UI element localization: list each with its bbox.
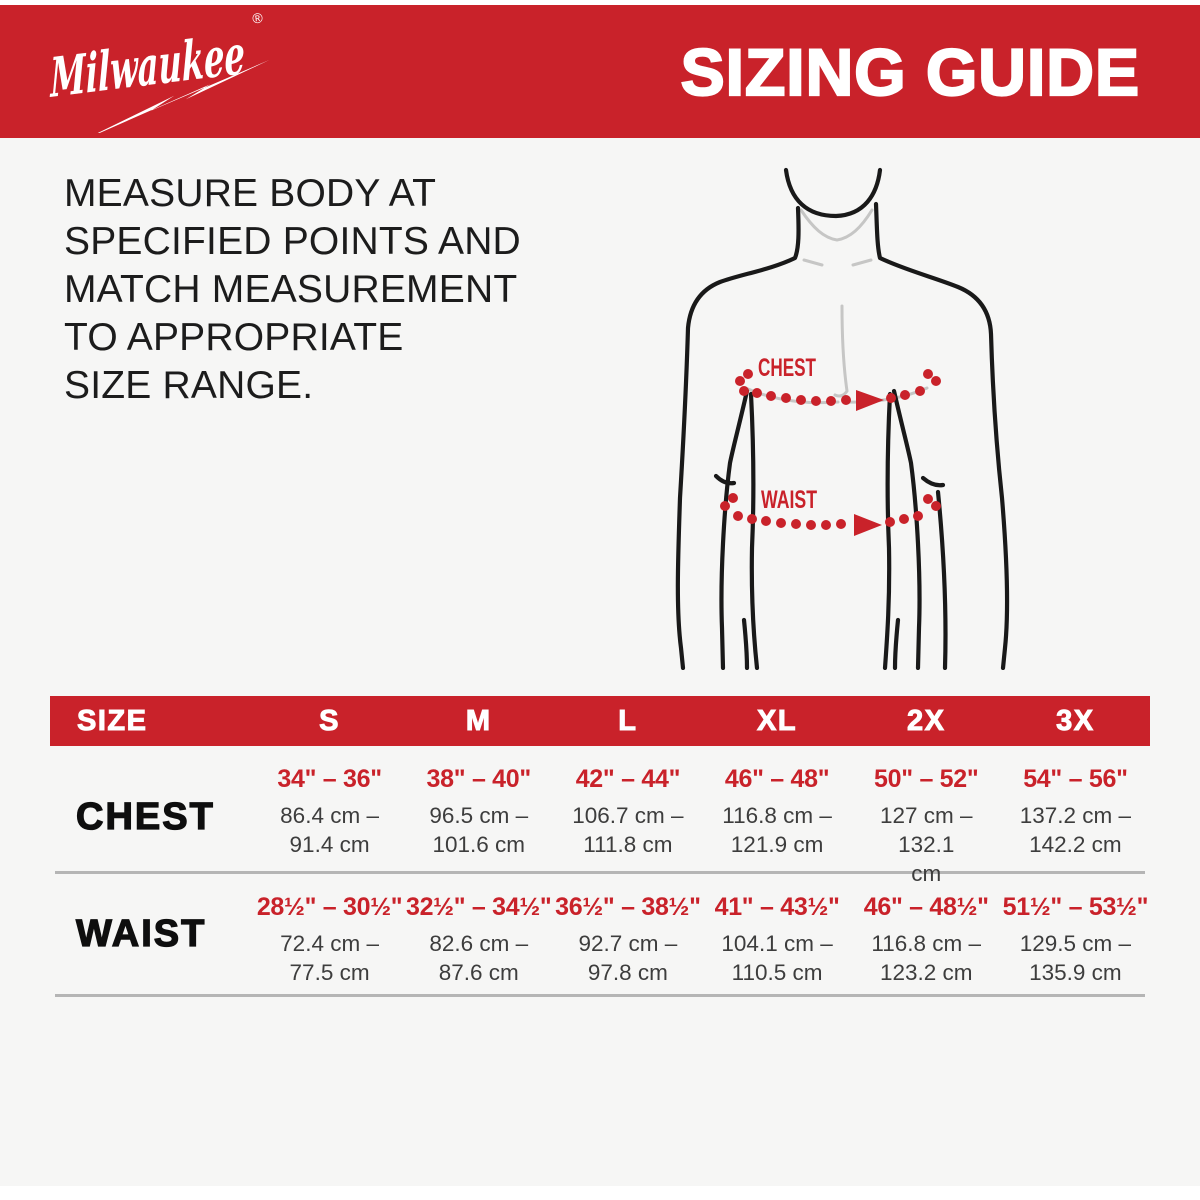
cm-range: 96.5 cm –: [429, 803, 529, 828]
table-header-2x: 2X: [906, 704, 946, 737]
size-table-header: SIZE S M L XL 2X 3X: [50, 696, 1150, 746]
waist-cell-m: 32½" – 34½" 82.6 cm – 87.6 cm: [404, 874, 553, 994]
chest-cell-m: 38" – 40" 96.5 cm – 101.6 cm: [404, 746, 553, 888]
inch-range: 38" – 40": [426, 765, 532, 793]
milwaukee-logo: Milwaukee ®: [49, 9, 270, 133]
waist-arrow-icon: [854, 514, 882, 536]
cm-range: 91.4 cm: [289, 832, 370, 857]
instruction-line: TO APPROPRIATE: [64, 316, 404, 359]
cm-range: 101.6 cm: [432, 832, 526, 857]
cm-range: 111.8 cm: [583, 832, 673, 857]
cm-range: 129.5 cm –: [1019, 931, 1132, 956]
table-header-l: L: [618, 704, 638, 737]
waist-cell-3x: 51½" – 53½" 129.5 cm – 135.9 cm: [1001, 874, 1150, 994]
instruction-line: SIZE RANGE.: [64, 364, 314, 407]
row-divider: [55, 994, 1145, 997]
cm-range: 135.9 cm: [1029, 960, 1122, 985]
instruction-line: SPECIFIED POINTS AND: [64, 220, 521, 263]
waist-cell-l: 36½" – 38½" 92.7 cm – 97.8 cm: [553, 874, 702, 994]
cm-range: 86.4 cm –: [280, 803, 379, 828]
cm-range: 127 cm – 132.1: [879, 803, 973, 857]
chest-diagram-label: CHEST: [758, 354, 816, 382]
inch-range: 42" – 44": [575, 765, 681, 793]
cm-range: 116.8 cm –: [871, 931, 982, 956]
chest-cell-s: 34" – 36" 86.4 cm – 91.4 cm: [255, 746, 404, 888]
inch-range: 32½" – 34½": [405, 893, 552, 921]
inch-range: 54" – 56": [1023, 765, 1128, 793]
registered-trademark-icon: ®: [251, 9, 264, 26]
cm-range: 82.6 cm –: [429, 931, 529, 956]
waist-cell-xl: 41" – 43½" 104.1 cm – 110.5 cm: [703, 874, 852, 994]
table-header-m: M: [465, 704, 492, 737]
chest-cell-l: 42" – 44" 106.7 cm – 111.8 cm: [553, 746, 702, 888]
inch-range: 41" – 43½": [714, 893, 840, 921]
table-row-waist: WAIST 28½" – 30½" 72.4 cm – 77.5 cm 32½"…: [50, 874, 1150, 994]
inch-range: 50" – 52": [874, 765, 979, 793]
table-header-s: S: [319, 704, 340, 737]
instruction-text: MEASURE BODY AT SPECIFIED POINTS AND MAT…: [64, 170, 564, 410]
cm-range: 121.9 cm: [730, 832, 824, 857]
torso-measurement-diagram: CHEST WAIST: [675, 167, 1010, 670]
page-title: SIZING GUIDE: [680, 33, 1141, 109]
waist-cell-s: 28½" – 30½" 72.4 cm – 77.5 cm: [255, 874, 404, 994]
cm-range: 110.5 cm: [731, 960, 823, 985]
cm-range: 116.8 cm –: [722, 803, 832, 828]
inch-range: 34" – 36": [277, 765, 382, 793]
waist-cell-2x: 46" – 48½" 116.8 cm – 123.2 cm: [852, 874, 1001, 994]
chest-measure-line: CHEST: [735, 354, 941, 411]
chest-cell-xl: 46" – 48" 116.8 cm – 121.9 cm: [703, 746, 852, 888]
table-header-xl: XL: [757, 704, 798, 737]
brand-banner: SIZING GUIDE: [0, 5, 1200, 138]
size-table: SIZE S M L XL 2X 3X CHEST 34" – 36" 86.4…: [50, 696, 1150, 997]
bottom-margin: [0, 1186, 1200, 1200]
table-header-3x: 3X: [1056, 704, 1095, 737]
page-background: [0, 5, 1200, 1186]
table-header-size: SIZE: [77, 704, 148, 737]
cm-range: 142.2 cm: [1029, 832, 1122, 857]
table-row-chest: CHEST 34" – 36" 86.4 cm – 91.4 cm 38" – …: [50, 746, 1150, 886]
instruction-line: MATCH MEASUREMENT: [64, 268, 518, 311]
lightning-bolt-icon: [80, 59, 270, 133]
inch-range: 28½" – 30½": [256, 893, 403, 921]
waist-diagram-label: WAIST: [761, 486, 817, 514]
torso-outline: [675, 167, 1010, 670]
inch-range: 51½" – 53½": [1002, 893, 1149, 921]
cm-range: 104.1 cm –: [721, 931, 833, 956]
cm-range: cm: [911, 861, 942, 886]
cm-range: 77.5 cm: [289, 960, 370, 985]
cm-range: 123.2 cm: [879, 960, 973, 985]
chest-cell-3x: 54" – 56" 137.2 cm – 142.2 cm: [1001, 746, 1150, 888]
cm-range: 72.4 cm –: [280, 931, 379, 956]
cm-range: 137.2 cm –: [1019, 803, 1132, 828]
row-label-waist: WAIST: [75, 912, 207, 955]
waist-measure-line: WAIST: [720, 486, 941, 536]
cm-range: 92.7 cm –: [578, 931, 678, 956]
inch-range: 46" – 48½": [863, 893, 989, 921]
chest-arrow-icon: [856, 390, 884, 411]
cm-range: 106.7 cm –: [572, 803, 684, 828]
chest-cell-2x: 50" – 52" 127 cm – 132.1 cm: [852, 746, 1001, 888]
cm-range: 97.8 cm: [587, 960, 668, 985]
brand-wordmark: Milwaukee: [49, 22, 246, 110]
row-label-chest: CHEST: [75, 795, 215, 838]
row-divider: [55, 871, 1145, 874]
inch-range: 36½" – 38½": [555, 893, 701, 921]
instruction-line: MEASURE BODY AT: [64, 172, 437, 215]
cm-range: 87.6 cm: [438, 960, 519, 985]
inch-range: 46" – 48": [724, 765, 830, 793]
